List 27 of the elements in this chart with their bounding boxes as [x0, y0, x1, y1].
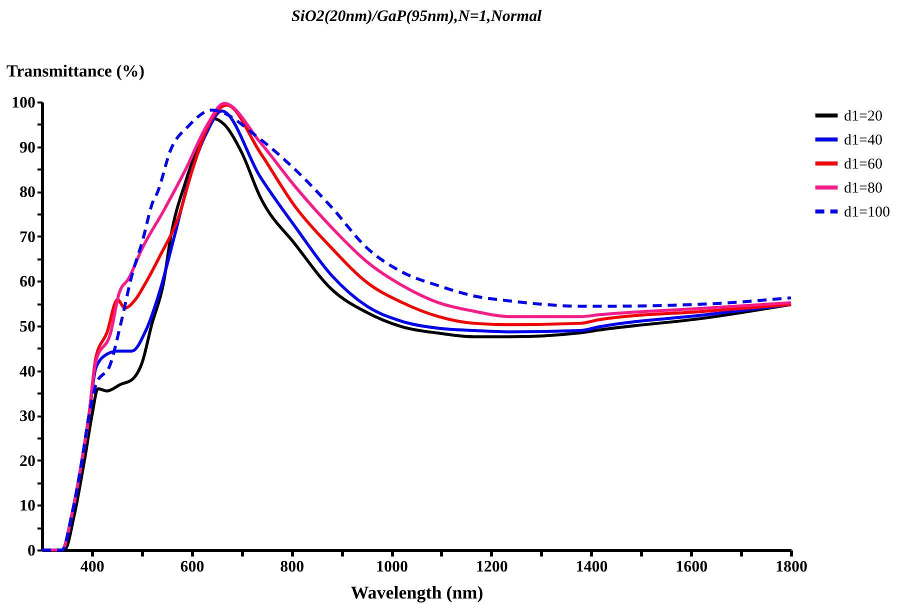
y-tick-label: 20: [20, 452, 36, 470]
x-tick-label: 1000: [376, 558, 408, 576]
x-tick-label: 1400: [576, 558, 608, 576]
x-tick-label: 400: [80, 558, 104, 576]
x-tick-label: 800: [280, 558, 304, 576]
y-tick-label: 10: [20, 498, 36, 515]
x-tick-label: 1800: [776, 558, 808, 576]
x-tick-label: 1600: [676, 558, 708, 576]
y-tick-label: 80: [20, 184, 36, 202]
y-tick-label: 90: [20, 139, 36, 156]
x-tick-label: 1200: [476, 558, 508, 576]
y-tick-label: 0: [28, 542, 36, 560]
y-tick-label: 60: [20, 274, 36, 291]
chart-title: SiO2(20nm)/GaP(95nm),N=1,Normal: [291, 8, 542, 25]
legend-label: d1=100: [844, 204, 890, 220]
legend-label: d1=20: [844, 108, 882, 124]
y-tick-label: 70: [20, 228, 36, 246]
x-axis-title: Wavelength (nm): [350, 582, 484, 602]
y-tick-label: 100: [12, 94, 36, 112]
y-axis-title: Transmittance (%): [6, 62, 145, 80]
y-tick-label: 30: [20, 408, 36, 426]
legend-label: d1=80: [844, 180, 882, 196]
legend-label: d1=40: [844, 132, 882, 148]
legend-label: d1=60: [844, 156, 882, 172]
y-tick-label: 40: [20, 363, 36, 380]
y-tick-label: 50: [20, 318, 36, 336]
x-tick-label: 600: [180, 558, 204, 576]
